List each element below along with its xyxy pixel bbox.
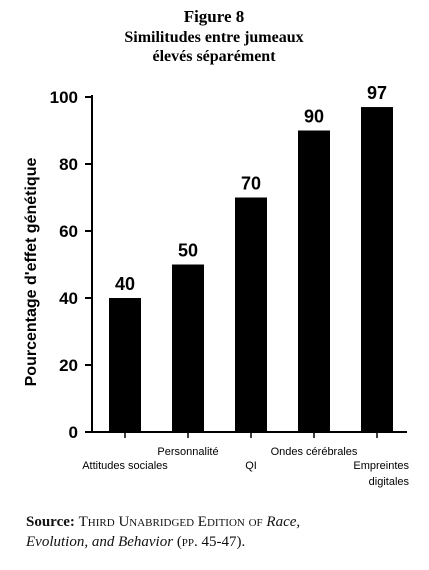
x-category-label-3: Ondes cérébrales [271,446,358,458]
y-tick-label-4: 80 [59,155,78,174]
bar-value-label-4: 97 [367,83,387,103]
bar-value-label-3: 90 [304,107,324,127]
y-axis-label: Pourcentage d'effet génétique [23,158,40,387]
x-category-label-4-line-1: digitales [369,476,410,488]
bar-4 [361,107,393,433]
x-category-label-0: Attitudes sociales [82,460,168,472]
chart-title: Figure 8 [184,7,245,26]
bar-0 [109,298,141,432]
bar-chart: Figure 8 Similitudes entre jumeaux élevé… [23,7,410,488]
source-label: Source: [26,514,75,530]
labels: 0 20 40 60 80 100 40 Attitudes sociales 50 Person… [50,83,410,488]
source-edition: Third Unabridged Edition of [78,514,263,530]
x-category-label-2: QI [245,460,257,472]
bar-value-label-1: 50 [178,241,198,261]
source-title-part-2: Evolution, and Behavior [26,534,174,550]
bars [109,107,393,433]
source-title-part-1: Race, [266,514,301,530]
y-tick-label-2: 40 [59,289,78,308]
x-category-label-4-line-0: Empreintes [353,460,409,472]
bar-3 [298,130,330,432]
x-category-label-1: Personnalité [157,446,218,458]
y-tick-label-0: 0 [69,423,78,442]
y-tick-label-5: 100 [50,88,78,107]
y-tick-label-3: 60 [59,222,78,241]
bar-1 [172,264,204,432]
bar-value-label-0: 40 [115,274,135,294]
bar-value-label-2: 70 [241,174,261,194]
source-note: Source: Third Unabridged Edition of Race… [26,512,416,552]
bar-2 [235,197,267,432]
source-pages: (pp. 45-47). [176,534,246,550]
chart-subtitle-line-1: Similitudes entre jumeaux [124,29,303,46]
chart-subtitle-line-2: élevés séparément [152,48,276,65]
y-tick-label-1: 20 [59,356,78,375]
